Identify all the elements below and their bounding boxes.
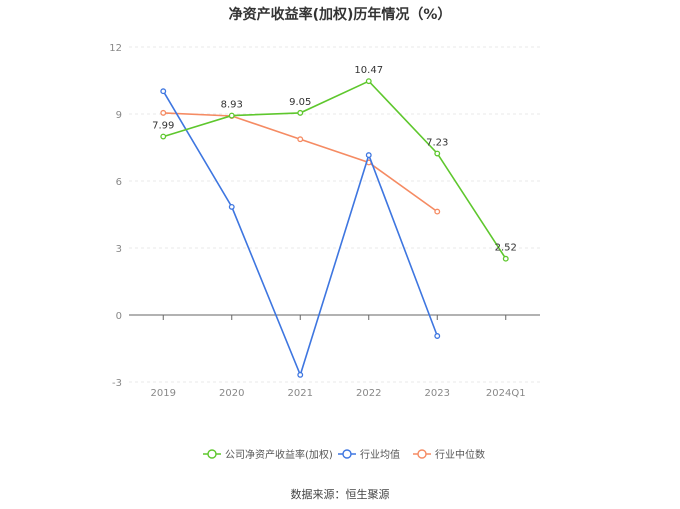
data-label: 7.23: [426, 138, 448, 149]
data-point: [160, 109, 167, 116]
series-line-1: [162, 90, 439, 378]
data-point: [434, 208, 441, 215]
source-note: 数据来源：恒生聚源: [290, 488, 390, 501]
legend-marker: [417, 449, 427, 459]
data-point: [297, 371, 304, 378]
x-tick-label: 2024Q1: [486, 388, 526, 399]
series-line-2: [163, 112, 438, 213]
chart-title: 净资产收益率(加权)历年情况（%）: [228, 7, 452, 23]
series-lines: [160, 78, 509, 378]
x-tick-label: 2022: [356, 388, 381, 399]
data-point: [228, 203, 235, 210]
data-label: 2.52: [495, 243, 517, 254]
data-point: [297, 136, 304, 143]
x-tick-label: 2021: [288, 388, 313, 399]
data-point: [434, 150, 441, 157]
y-axis-ticks: -3 0 3 6 9 12: [109, 43, 122, 389]
y-tick-label: 0: [116, 311, 122, 322]
data-point: [502, 255, 509, 262]
x-tick-label: 2019: [151, 388, 176, 399]
data-labels: 7.99 8.93 9.05 10.47 7.23 2.52: [152, 65, 517, 254]
y-tick-label: -3: [112, 378, 122, 389]
x-tick-label: 2023: [425, 388, 450, 399]
data-label: 8.93: [221, 100, 243, 111]
y-tick-label: 3: [116, 244, 122, 255]
data-point: [228, 112, 235, 119]
x-tick-label: 2020: [219, 388, 244, 399]
grid-lines: [129, 46, 540, 383]
legend-label: 行业均值: [360, 448, 400, 461]
y-tick-label: 12: [109, 43, 122, 54]
data-label: 10.47: [354, 65, 383, 76]
legend-label: 行业中位数: [435, 448, 485, 461]
legend-item-1: 行业均值: [338, 448, 400, 461]
data-point: [297, 109, 304, 116]
legend: 公司净资产收益率(加权) 行业均值 行业中位数: [203, 448, 485, 461]
legend-item-0: 公司净资产收益率(加权): [203, 448, 333, 461]
legend-marker: [207, 449, 217, 459]
data-point: [160, 88, 167, 95]
data-point: [434, 333, 441, 339]
legend-label: 公司净资产收益率(加权): [225, 448, 333, 461]
legend-item-2: 行业中位数: [413, 448, 485, 461]
y-tick-label: 9: [116, 110, 122, 121]
y-tick-label: 6: [116, 177, 122, 188]
legend-marker: [342, 449, 352, 459]
data-label: 9.05: [289, 97, 311, 108]
data-label: 7.99: [152, 121, 174, 132]
data-point: [365, 78, 372, 85]
data-point: [160, 133, 167, 140]
x-axis: 2019 2020 2021 2022 2023 2024Q1: [151, 315, 526, 399]
series-line-0: [163, 80, 507, 260]
data-point: [365, 152, 372, 159]
